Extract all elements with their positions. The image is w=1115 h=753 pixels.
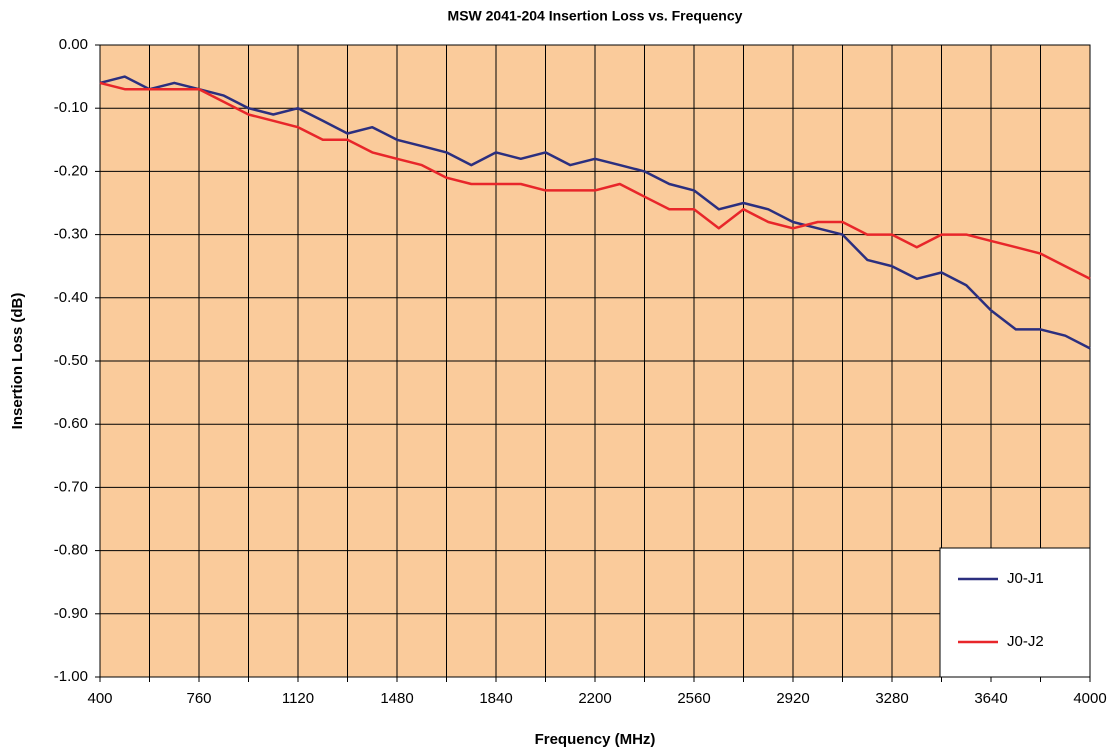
y-tick-label: -0.80: [54, 542, 88, 559]
x-tick-label: 4000: [1073, 690, 1106, 707]
x-tick-label: 1120: [282, 690, 314, 707]
y-tick-label: -0.50: [54, 352, 88, 369]
y-tick-label: -0.40: [54, 289, 88, 306]
x-tick-label: 2920: [776, 690, 809, 707]
x-tick-label: 760: [186, 690, 211, 707]
chart-title: MSW 2041-204 Insertion Loss vs. Frequenc…: [448, 8, 743, 24]
x-tick-label: 3640: [974, 690, 1007, 707]
legend-label: J0-J2: [1007, 633, 1044, 650]
y-tick-label: 0.00: [59, 36, 88, 53]
x-tick-label: 2560: [677, 690, 710, 707]
series-line: [99, 81, 1091, 280]
y-tick-label: -0.70: [54, 478, 88, 495]
y-tick-label: -0.30: [54, 226, 88, 243]
y-tick-label: -0.20: [54, 162, 88, 179]
y-tick-label: -0.60: [54, 415, 88, 432]
series-line: [99, 75, 1091, 350]
y-tick-label: -0.90: [54, 605, 88, 622]
x-axis-label: Frequency (MHz): [535, 731, 656, 748]
x-tick-label: 3280: [875, 690, 908, 707]
y-axis-label: Insertion Loss (dB): [9, 293, 26, 430]
x-tick-label: 1480: [380, 690, 413, 707]
legend: [939, 547, 1091, 678]
x-tick-label: 400: [87, 690, 112, 707]
y-tick-label: -0.10: [54, 99, 88, 116]
legend-label: J0-J1: [1007, 570, 1044, 587]
x-tick-label: 1840: [479, 690, 512, 707]
x-tick-label: 2200: [578, 690, 611, 707]
plot-border: [99, 44, 1091, 678]
y-tick-label: -1.00: [54, 668, 88, 685]
